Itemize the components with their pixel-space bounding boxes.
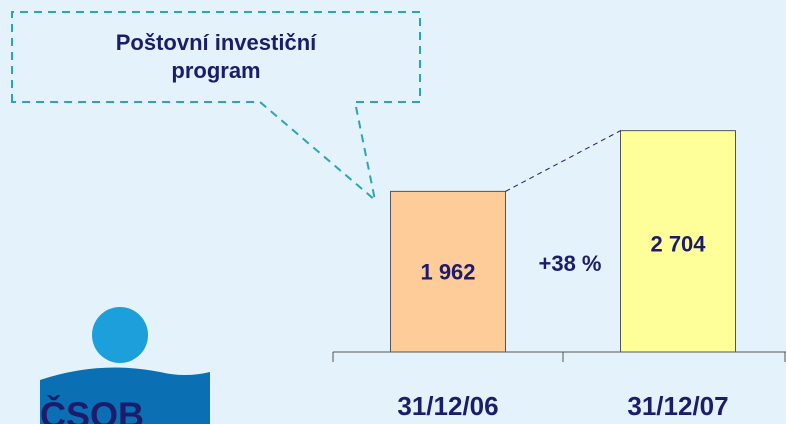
callout-box (11, 11, 421, 203)
value-label: 1 962 (420, 260, 475, 285)
bar (620, 130, 736, 353)
x-tick-label: 31/12/07 (627, 391, 728, 421)
x-tick-label: 31/12/06 (397, 391, 498, 421)
growth-annotation: +38 % (539, 251, 602, 276)
callout: Poštovní investiční program (12, 12, 420, 102)
connector (505, 130, 621, 192)
callout-text: Poštovní investiční program (115, 30, 317, 83)
value-label: 2 704 (650, 231, 706, 256)
logo: ČSOB (40, 307, 210, 424)
bar (390, 190, 506, 353)
logo-text: ČSOB (40, 394, 144, 424)
